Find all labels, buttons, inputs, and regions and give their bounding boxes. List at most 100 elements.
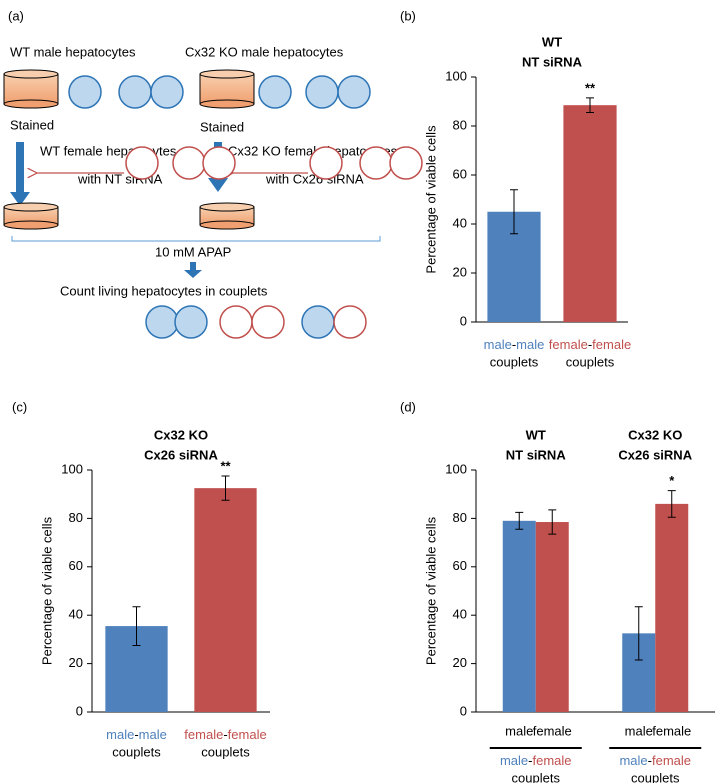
label-part: -	[223, 727, 227, 742]
chart-title: WT	[542, 34, 562, 49]
y-tick-label: 60	[69, 558, 83, 573]
bar	[655, 503, 689, 712]
bracket	[11, 236, 381, 242]
bar-label: female	[533, 723, 572, 738]
group-title: WT	[526, 427, 546, 442]
group-subtitle: Cx26 siRNA	[618, 447, 692, 462]
bar	[502, 520, 536, 712]
label-part: female	[652, 753, 691, 768]
bar	[535, 522, 569, 712]
y-tick-label: 0	[460, 313, 467, 328]
label-part: -	[528, 753, 532, 768]
y-tick-label: 60	[453, 166, 467, 181]
y-tick-label: 100	[445, 68, 467, 83]
significance: *	[669, 473, 675, 488]
x-tick-label: couplets	[631, 770, 680, 783]
y-tick-label: 40	[453, 215, 467, 230]
group-subtitle: NT siRNA	[506, 447, 567, 462]
diagram-text: 10 mM APAP	[155, 244, 231, 259]
y-tick-label: 20	[453, 264, 467, 279]
label-part: male	[619, 753, 647, 768]
significance: **	[220, 458, 231, 473]
y-tick-label: 0	[460, 703, 467, 718]
diagram-text: Cx32 KO male hepatocytes	[185, 44, 344, 59]
chart-title: Cx32 KO	[154, 427, 208, 442]
diagram-text: Count living hepatocytes in couplets	[60, 283, 268, 298]
x-tick-label: male-male	[106, 727, 167, 742]
x-tick-label: couplets	[201, 744, 250, 759]
x-tick-label: male-male	[484, 337, 545, 352]
y-tick-label: 80	[453, 510, 467, 525]
diagram-text: Stained	[10, 117, 54, 132]
y-tick-label: 0	[76, 703, 83, 718]
significance: **	[585, 80, 596, 95]
diagram-text: with Cx26 siRNA	[265, 171, 364, 186]
diagram-text: WT male hepatocytes	[10, 44, 136, 59]
error-bar	[515, 511, 524, 530]
label-part: male	[484, 337, 512, 352]
error-bar	[634, 606, 643, 661]
y-axis-label: Percentage of viable cells	[423, 516, 438, 665]
result-cells	[145, 305, 367, 339]
error-bar	[548, 509, 557, 535]
chart-subtitle: Cx26 siRNA	[144, 447, 218, 462]
label-part: male	[139, 727, 167, 742]
y-axis-label: Percentage of viable cells	[39, 516, 54, 665]
label-part: -	[134, 727, 138, 742]
y-tick-label: 40	[453, 607, 467, 622]
x-tick-label: female-female	[184, 727, 266, 742]
x-tick-label: couplets	[512, 770, 561, 783]
dish	[3, 202, 59, 230]
dish	[3, 69, 59, 109]
y-tick-label: 40	[69, 607, 83, 622]
error-bar	[586, 97, 594, 114]
y-tick-label: 100	[61, 461, 83, 476]
red-cells	[125, 146, 423, 180]
bar-label: female	[652, 723, 691, 738]
bar	[563, 105, 617, 322]
y-tick-label: 100	[445, 461, 467, 476]
x-tick-label: couplets	[112, 744, 161, 759]
y-axis-label: Percentage of viable cells	[423, 125, 438, 274]
label-part: -	[512, 337, 516, 352]
panel-label: (d)	[400, 399, 416, 414]
label-part: female	[549, 337, 588, 352]
x-tick-label: male-female	[500, 753, 572, 768]
label-part: male	[516, 337, 544, 352]
chart-subtitle: NT siRNA	[522, 54, 583, 69]
bar-label: male	[625, 723, 653, 738]
label-part: -	[588, 337, 592, 352]
y-tick-label: 20	[69, 655, 83, 670]
diagram-text: Stained	[200, 119, 244, 134]
diagram: (a) WT male hepatocytes Cx32 KO male hep…	[3, 8, 423, 339]
label-part: -	[648, 753, 652, 768]
x-tick-label: couplets	[566, 354, 615, 369]
group-title: Cx32 KO	[628, 427, 682, 442]
y-tick-label: 60	[453, 558, 467, 573]
error-bar	[132, 606, 141, 646]
diagram-text: Cx32 KO female hepatocytes	[228, 143, 398, 158]
panel-label: (a)	[8, 8, 24, 23]
label-part: female	[592, 337, 631, 352]
bar	[194, 488, 257, 712]
y-tick-label: 80	[69, 510, 83, 525]
label-part: female	[533, 753, 572, 768]
panel-label: (c)	[12, 399, 27, 414]
label-part: male	[500, 753, 528, 768]
y-tick-label: 20	[453, 655, 467, 670]
y-tick-label: 80	[453, 117, 467, 132]
x-tick-label: male-female	[619, 753, 691, 768]
x-tick-label: female-female	[549, 337, 631, 352]
error-bar	[667, 490, 676, 518]
label-part: male	[106, 727, 134, 742]
dish	[199, 69, 255, 109]
dish	[199, 202, 255, 230]
error-bar	[221, 475, 230, 501]
label-part: female	[228, 727, 267, 742]
label-part: female	[184, 727, 223, 742]
x-tick-label: couplets	[490, 354, 539, 369]
bar-label: male	[505, 723, 533, 738]
blue-cells	[68, 75, 371, 109]
panel-label: (b)	[400, 8, 416, 23]
